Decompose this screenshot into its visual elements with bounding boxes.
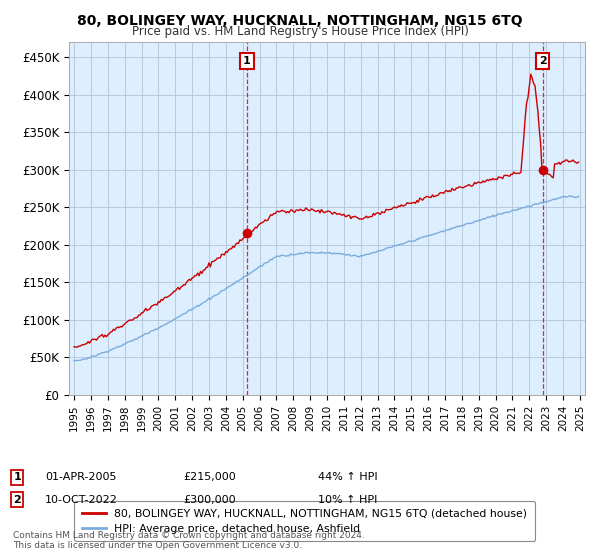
Text: 44% ↑ HPI: 44% ↑ HPI	[318, 472, 377, 482]
Text: £215,000: £215,000	[183, 472, 236, 482]
Text: 2: 2	[539, 56, 547, 66]
Text: 1: 1	[243, 56, 251, 66]
Text: 10-OCT-2022: 10-OCT-2022	[45, 494, 118, 505]
Text: Contains HM Land Registry data © Crown copyright and database right 2024.
This d: Contains HM Land Registry data © Crown c…	[13, 530, 365, 550]
Text: 01-APR-2005: 01-APR-2005	[45, 472, 116, 482]
Text: 1: 1	[13, 472, 21, 482]
Text: 10% ↑ HPI: 10% ↑ HPI	[318, 494, 377, 505]
Legend: 80, BOLINGEY WAY, HUCKNALL, NOTTINGHAM, NG15 6TQ (detached house), HPI: Average : 80, BOLINGEY WAY, HUCKNALL, NOTTINGHAM, …	[74, 501, 535, 542]
Text: 2: 2	[13, 494, 21, 505]
Text: £300,000: £300,000	[183, 494, 236, 505]
Text: Price paid vs. HM Land Registry's House Price Index (HPI): Price paid vs. HM Land Registry's House …	[131, 25, 469, 38]
Text: 80, BOLINGEY WAY, HUCKNALL, NOTTINGHAM, NG15 6TQ: 80, BOLINGEY WAY, HUCKNALL, NOTTINGHAM, …	[77, 14, 523, 28]
